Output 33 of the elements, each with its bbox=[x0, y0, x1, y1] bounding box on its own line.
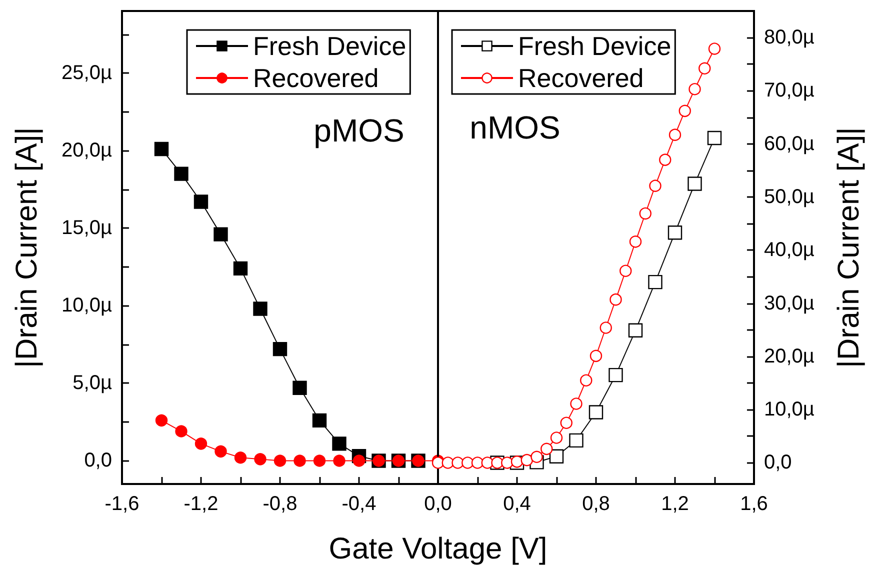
x-tick-label: 0,0 bbox=[424, 493, 452, 515]
x-axis-title: Gate Voltage [V] bbox=[328, 532, 548, 566]
y-tick-label: 0,0 bbox=[84, 450, 112, 472]
y-tick-label: 10,0µ bbox=[62, 294, 112, 317]
x-tick-label: -1,6 bbox=[104, 493, 140, 515]
y2-tick-label: 30,0µ bbox=[764, 292, 815, 314]
y-axis-title: |Drain Current [A]| bbox=[10, 127, 44, 368]
y-tick-label: 15,0µ bbox=[62, 217, 112, 240]
y-tick-label: 20,0µ bbox=[62, 140, 112, 162]
x-tick-label: 0,8 bbox=[582, 493, 610, 515]
annotation: pMOS bbox=[314, 112, 404, 148]
y2-tick-label: 10,0µ bbox=[764, 398, 815, 421]
y2-tick-label: 80,0µ bbox=[764, 26, 815, 49]
x-tick-label: 0,4 bbox=[503, 493, 531, 515]
legend-label: Fresh Device bbox=[253, 31, 406, 61]
x-tick-label: -1,2 bbox=[184, 493, 218, 515]
x-tick-label: -0,4 bbox=[342, 493, 376, 515]
y-tick-label: 25,0µ bbox=[62, 62, 112, 84]
x-tick-label: 1,2 bbox=[661, 493, 689, 515]
y2-axis-title: |Drain Current [A]| bbox=[832, 127, 866, 368]
y-tick-label: 5,0µ bbox=[72, 372, 112, 394]
y2-tick-label: 70,0µ bbox=[764, 80, 815, 102]
y2-tick-label: 40,0µ bbox=[764, 239, 815, 262]
legend-label: Fresh Device bbox=[518, 31, 672, 61]
legend-label: Recovered bbox=[253, 63, 379, 93]
x-tick-label: -0,8 bbox=[262, 493, 298, 515]
y2-tick-label: 20,0µ bbox=[764, 345, 815, 368]
annotation: nMOS bbox=[470, 109, 560, 146]
y2-tick-label: 50,0µ bbox=[764, 186, 815, 208]
y2-tick-label: 60,0µ bbox=[764, 132, 815, 155]
x-tick-label: 1,6 bbox=[740, 493, 768, 515]
y2-tick-label: 0,0 bbox=[764, 452, 792, 474]
legend-label: Recovered bbox=[518, 63, 644, 93]
